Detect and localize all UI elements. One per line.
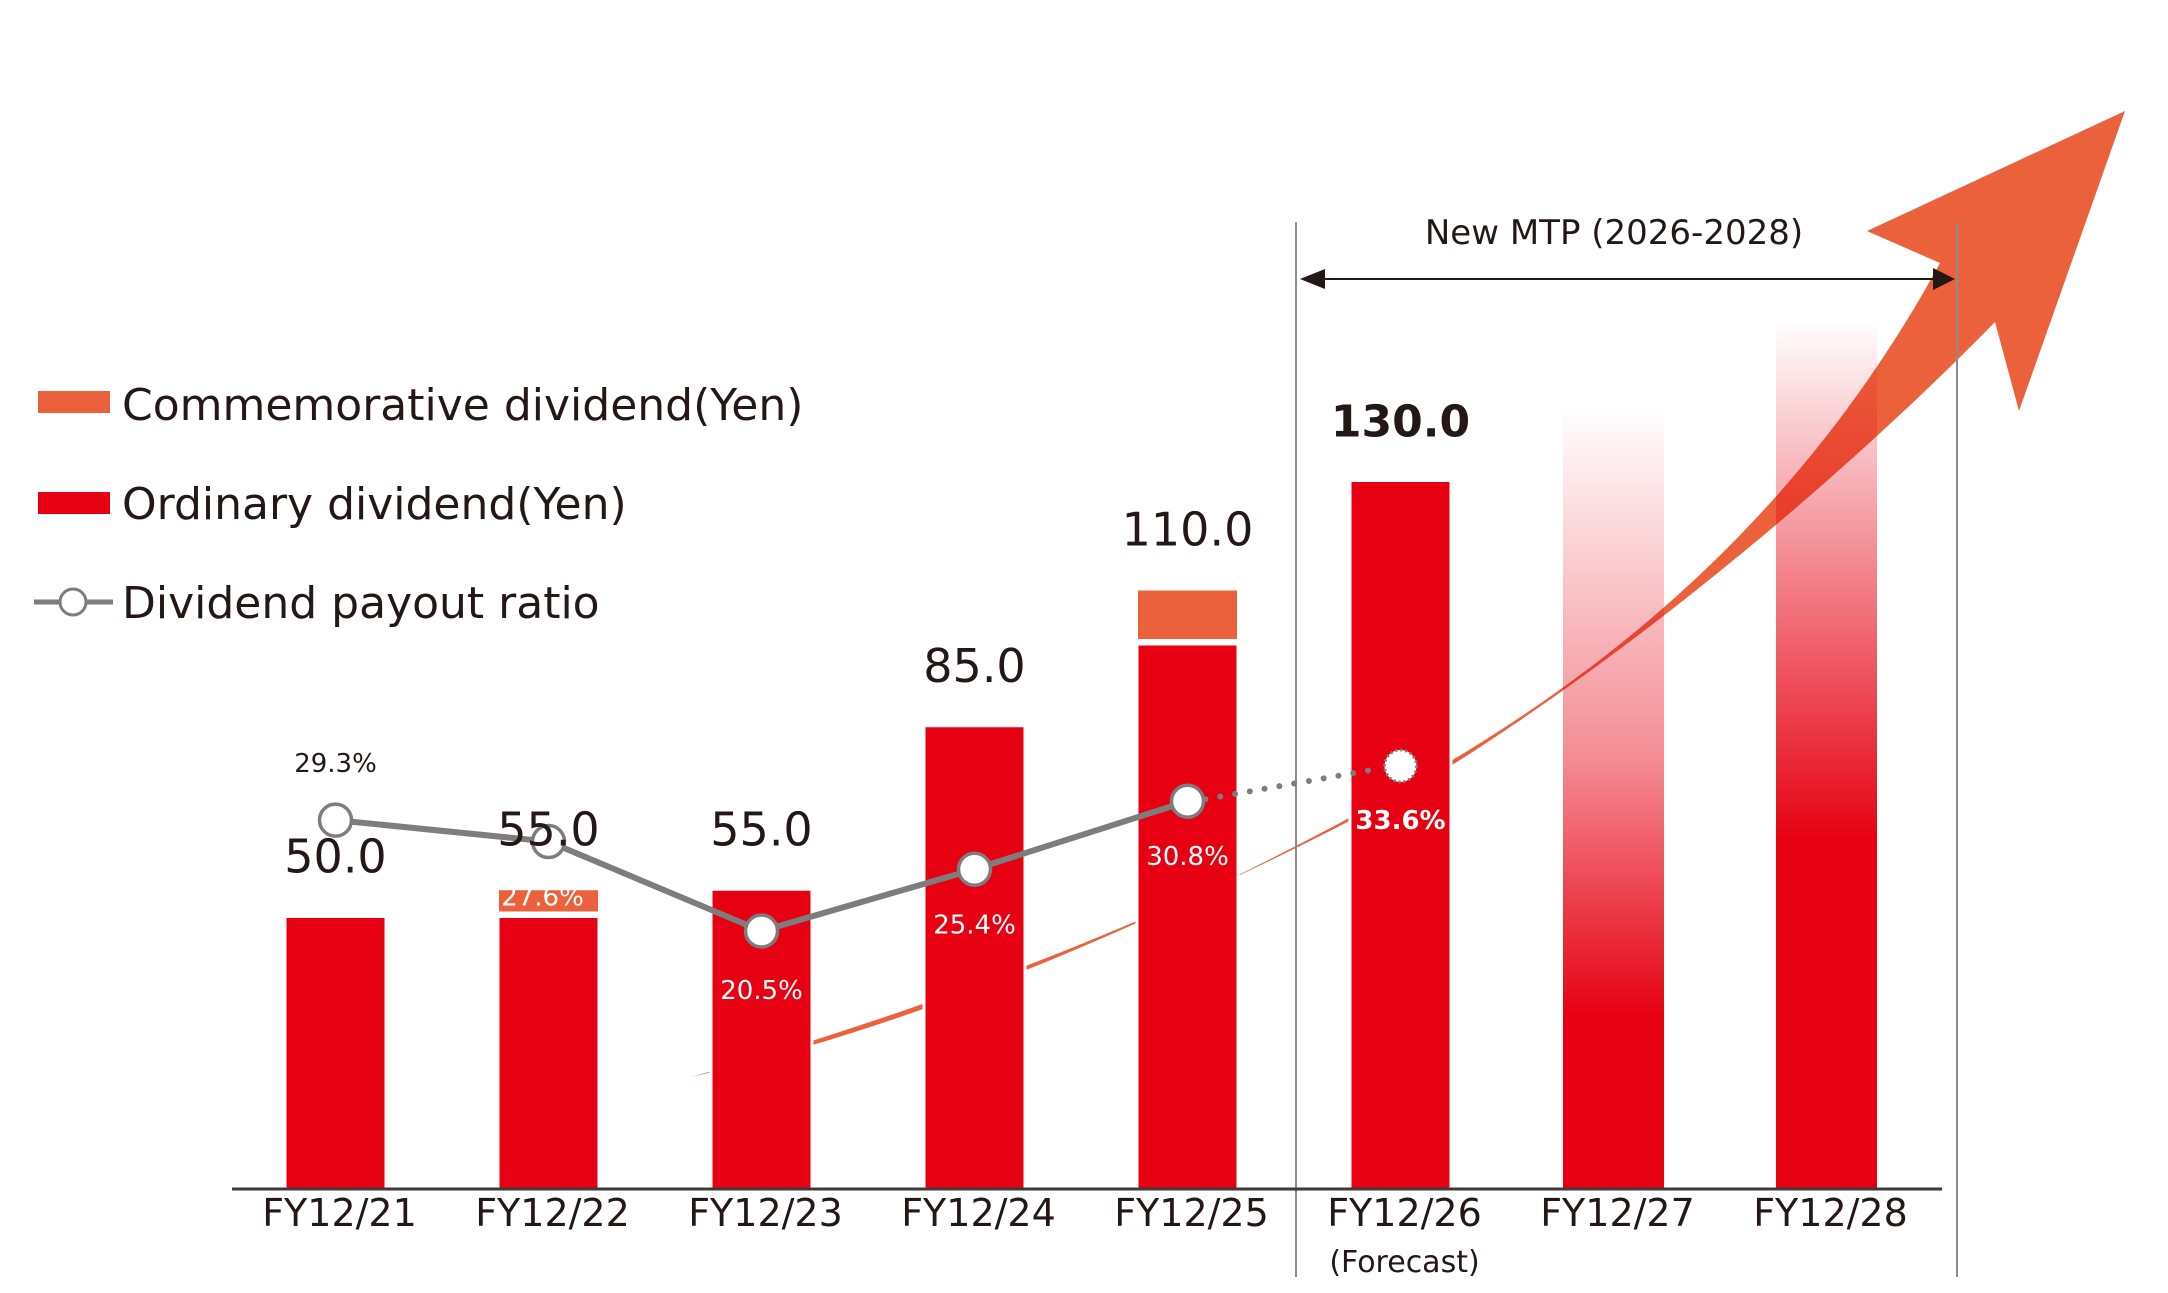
growth-arrow-icon — [691, 111, 2125, 1077]
payout-marker — [530, 823, 567, 860]
mtp-label: New MTP (2026-2028) — [1425, 213, 1803, 253]
payout-line-forecast — [1202, 764, 1386, 803]
legend-label-payout: Dividend payout ratio — [122, 578, 600, 629]
legend-item-ordinary: Ordinary dividend(Yen) — [38, 479, 627, 530]
payout-marker-forecast — [1383, 748, 1418, 784]
bar-commemorative-FY12-25 — [1136, 588, 1239, 641]
bars-layer — [283, 320, 1877, 1191]
mtp-arrow-right-icon — [1933, 268, 1955, 290]
mtp-annotation: New MTP (2026-2028) — [1300, 213, 1955, 290]
bar-ordinary-FY12-22 — [496, 915, 601, 1191]
x-tick-label: FY12/28 — [1753, 1191, 1908, 1235]
payout-ratio-label: 33.6% — [1355, 806, 1445, 836]
payout-ratio-label: 27.6% — [501, 883, 584, 913]
x-tick-label: FY12/23 — [688, 1191, 843, 1235]
legend-item-payout-ratio: Dividend payout ratio — [34, 578, 600, 629]
bar-commemorative-FY12-22 — [497, 888, 600, 914]
bar-future-FY12-27 — [1563, 405, 1664, 1189]
bar-ordinary-FY12-21 — [283, 915, 388, 1191]
legend-label-commemorative: Commemorative dividend(Yen) — [122, 380, 803, 431]
x-tick-label: FY12/27 — [1540, 1191, 1695, 1235]
total-label: 110.0 — [1122, 503, 1254, 557]
legend: Commemorative dividend(Yen) Ordinary div… — [34, 380, 803, 629]
x-tick-label: FY12/25 — [1114, 1191, 1269, 1235]
total-label: 130.0 — [1331, 397, 1470, 448]
legend-marker-payout-icon — [58, 587, 88, 617]
total-label: 50.0 — [284, 830, 386, 884]
payout-ratio-label: 20.5% — [720, 976, 803, 1006]
total-label: 55.0 — [710, 802, 812, 856]
bar-ordinary-FY12-25 — [1135, 642, 1240, 1191]
x-tick-label: FY12/26 — [1327, 1191, 1482, 1235]
mtp-arrow-left-icon — [1300, 269, 1325, 289]
payout-ratio-label: 25.4% — [933, 910, 1016, 940]
payout-marker — [317, 802, 354, 838]
legend-item-commemorative: Commemorative dividend(Yen) — [38, 380, 803, 431]
payout-marker — [956, 851, 993, 888]
x-tick-label: FY12/22 — [475, 1191, 630, 1235]
x-tick-label: FY12/24 — [901, 1191, 1056, 1235]
labels-layer: 50.0 FY12/21 55.0 FY12/22 55.0 FY12/23 85.0 FY1… — [262, 397, 1908, 1281]
bar-future-FY12-28 — [1776, 320, 1877, 1189]
total-label: 85.0 — [923, 639, 1025, 693]
legend-swatch-commemorative — [38, 391, 110, 413]
bar-ordinary-FY12-24 — [922, 724, 1027, 1191]
payout-line-layer — [317, 748, 1418, 949]
x-tick-sublabel: (Forecast) — [1329, 1245, 1479, 1280]
legend-label-ordinary: Ordinary dividend(Yen) — [122, 479, 627, 530]
legend-swatch-ordinary — [38, 492, 110, 514]
payout-marker — [743, 913, 780, 949]
total-label: 55.0 — [497, 802, 599, 856]
payout-ratio-label: 30.8% — [1146, 842, 1229, 872]
payout-marker — [1169, 783, 1206, 819]
payout-ratio-label: 29.3% — [294, 749, 377, 779]
x-tick-label: FY12/21 — [262, 1191, 417, 1235]
